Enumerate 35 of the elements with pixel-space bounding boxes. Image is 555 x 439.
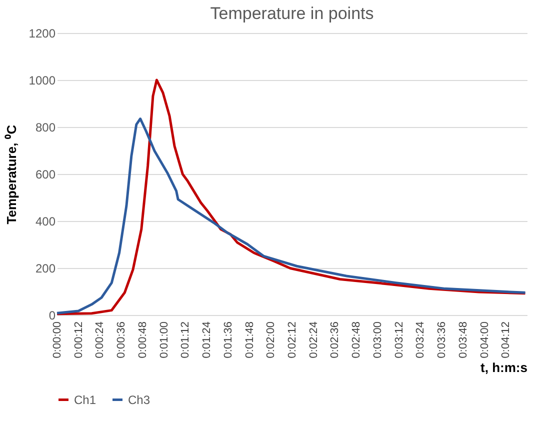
x-tick-label: 0:01:36	[222, 322, 234, 358]
x-tick-label: 0:03:00	[372, 322, 384, 358]
x-tick-label: 0:01:48	[244, 322, 256, 358]
x-tick-label: 0:00:12	[72, 322, 85, 358]
x-tick-label: 0:02:12	[286, 322, 298, 358]
x-tick-label: 0:01:24	[201, 322, 214, 358]
legend-label: Ch3	[128, 392, 150, 407]
chart-title: Temperature in points	[210, 4, 374, 23]
y-tick-label: 200	[35, 262, 56, 276]
x-tick-label: 0:00:24	[94, 322, 106, 358]
x-tick-label: 0:02:24	[308, 322, 320, 358]
x-tick-label: 0:03:48	[457, 322, 470, 358]
y-tick-label: 1000	[28, 74, 56, 88]
x-tick-label: 0:01:00	[158, 322, 170, 358]
x-tick-label: 0:04:00	[478, 322, 491, 358]
x-tick-label: 0:04:12	[500, 322, 512, 358]
x-tick-label: 0:03:12	[393, 322, 406, 358]
x-tick-label: 0:01:12	[180, 322, 192, 358]
legend-label: Ch1	[74, 392, 96, 407]
x-tick-label: 0:00:00	[52, 322, 64, 358]
x-tick-label: 0:02:36	[329, 322, 342, 358]
x-tick-label: 0:00:36	[116, 322, 128, 358]
y-tick-label: 600	[35, 168, 56, 182]
line-series	[56, 118, 526, 314]
x-tick-label: 0:02:00	[265, 322, 278, 358]
x-tick-label: 0:03:24	[414, 322, 427, 358]
y-tick-label: 1200	[28, 26, 56, 40]
x-tick-label: 0:00:48	[136, 322, 149, 358]
y-tick-label: 0	[48, 308, 56, 322]
y-tick-label: 400	[35, 214, 56, 228]
y-axis-title: Temperature, ⁰C	[4, 124, 19, 224]
x-tick-label: 0:02:48	[350, 322, 363, 358]
x-tick-label: 0:03:36	[436, 322, 448, 358]
y-tick-label: 800	[35, 120, 56, 134]
x-axis-title: t, h:m:s	[480, 360, 528, 376]
